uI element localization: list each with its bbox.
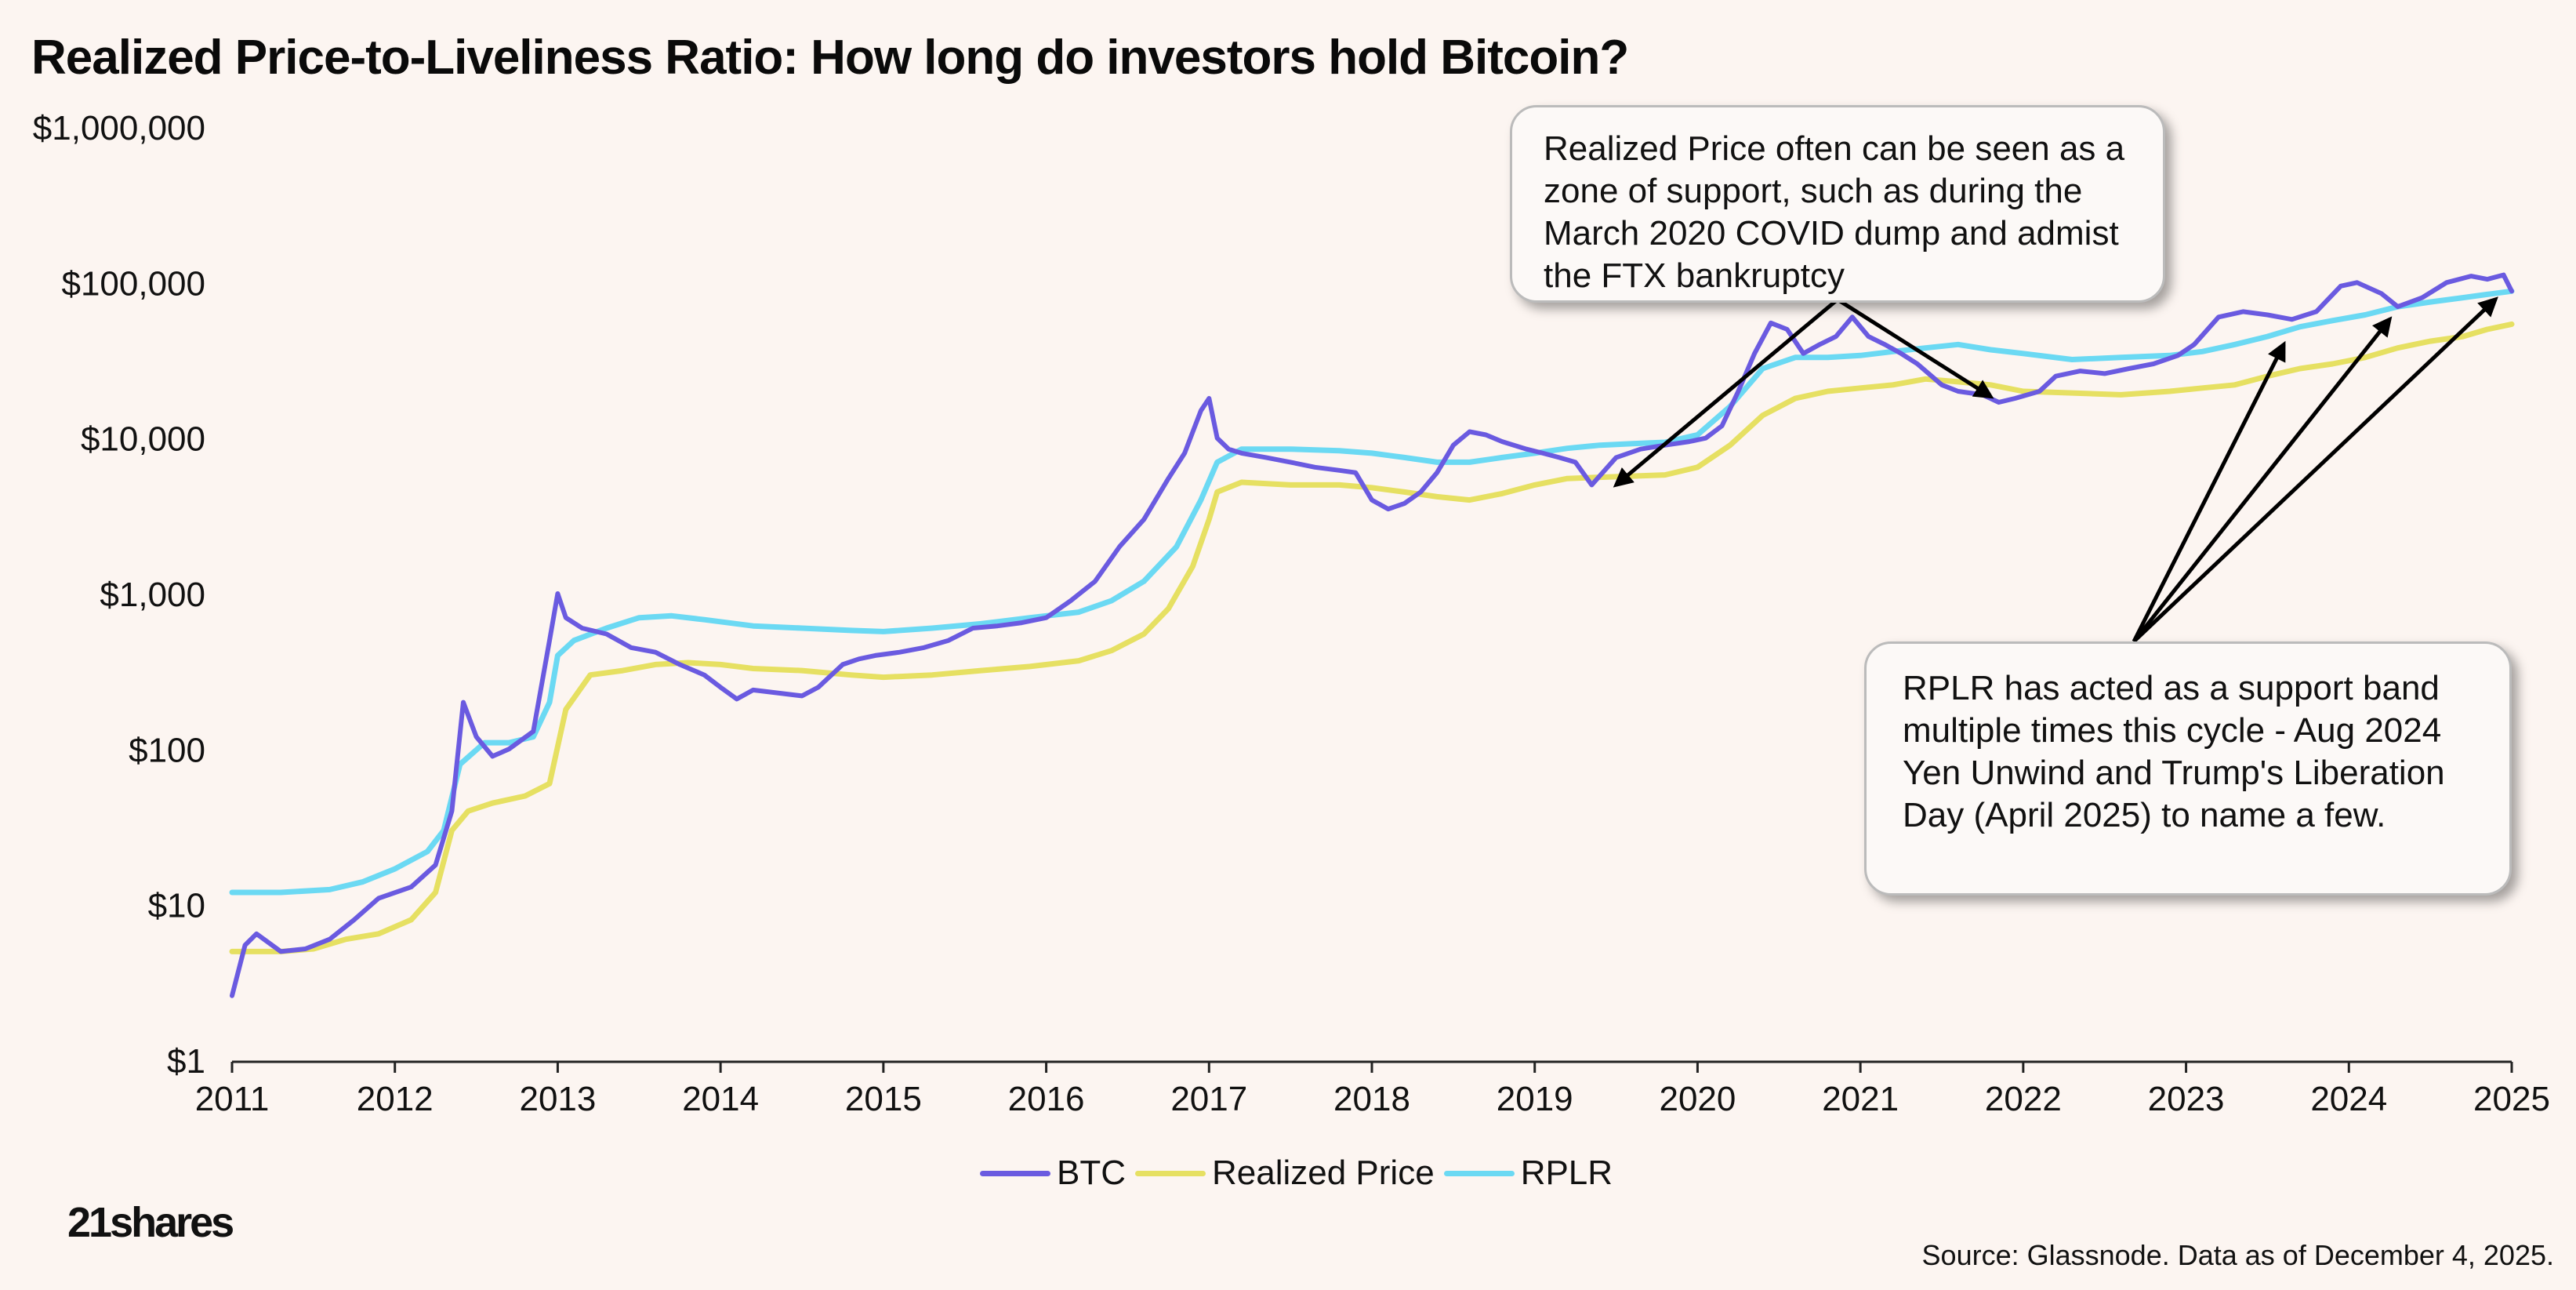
series-layer bbox=[229, 272, 2515, 998]
x-tick-label: 2016 bbox=[1008, 1080, 1085, 1118]
x-tick-label: 2025 bbox=[2473, 1080, 2550, 1118]
x-tick-label: 2022 bbox=[1985, 1080, 2062, 1118]
x-tick-label: 2013 bbox=[519, 1080, 596, 1118]
callout-realized-price-support: Realized Price often can be seen as a zo… bbox=[1510, 105, 2165, 303]
annotation-arrow bbox=[1613, 298, 1839, 488]
x-tick-label: 2023 bbox=[2148, 1080, 2225, 1118]
annotation-arrow bbox=[2132, 296, 2498, 643]
y-tick-label: $100 bbox=[129, 731, 205, 769]
callout-rplr-support: RPLR has acted as a support band multipl… bbox=[1864, 641, 2512, 896]
annotation-arrows bbox=[1613, 296, 2498, 643]
x-tick-label: 2024 bbox=[2310, 1080, 2387, 1118]
source-note: Source: Glassnode. Data as of December 4… bbox=[1921, 1239, 2554, 1271]
annotation-arrow bbox=[2132, 316, 2393, 643]
x-tick-label: 2021 bbox=[1822, 1080, 1899, 1118]
legend-swatch-rplr bbox=[1443, 1170, 1515, 1176]
annotation-arrow bbox=[1836, 297, 1994, 399]
brand-logo: 21shares bbox=[67, 1199, 234, 1246]
x-tick-label: 2017 bbox=[1170, 1080, 1247, 1118]
y-tick-label: $1,000 bbox=[100, 576, 205, 614]
legend-swatch-realized-price bbox=[1135, 1170, 1206, 1176]
x-tick-label: 2015 bbox=[845, 1080, 922, 1118]
x-tick-label: 2020 bbox=[1659, 1080, 1736, 1118]
series-line-realized-price bbox=[229, 321, 2515, 954]
legend-label-realized-price: Realized Price bbox=[1212, 1154, 1435, 1192]
y-tick-label: $100,000 bbox=[61, 264, 205, 303]
legend-label-btc: BTC bbox=[1057, 1154, 1126, 1192]
chart-title: Realized Price-to-Liveliness Ratio: How … bbox=[31, 31, 1629, 85]
y-tick-label: $1,000,000 bbox=[33, 109, 205, 147]
y-tick-label: $10,000 bbox=[81, 420, 205, 459]
y-tick-label: $10 bbox=[148, 887, 205, 925]
annotation-arrow bbox=[2132, 340, 2286, 643]
x-tick-label: 2011 bbox=[195, 1080, 270, 1118]
x-tick-label: 2012 bbox=[357, 1080, 434, 1118]
legend-item-realized-price: Realized Price bbox=[1135, 1154, 1435, 1193]
y-tick-label: $1 bbox=[167, 1042, 205, 1081]
legend-label-rplr: RPLR bbox=[1520, 1154, 1613, 1192]
series-line-rplr bbox=[229, 288, 2515, 896]
legend-item-btc: BTC bbox=[980, 1154, 1126, 1193]
x-tick-label: 2018 bbox=[1333, 1080, 1410, 1118]
x-axis: 2011 2012 2013 2014 2015 2016 2017 2018 2019 2020… bbox=[195, 1060, 2550, 1118]
legend-swatch-btc bbox=[980, 1170, 1050, 1176]
series-line-btc bbox=[230, 272, 2514, 998]
x-tick-label: 2014 bbox=[682, 1080, 759, 1118]
legend-item-rplr: RPLR bbox=[1443, 1154, 1613, 1193]
x-tick-label: 2019 bbox=[1497, 1080, 1573, 1118]
y-axis: $1 $10 $100 $1,000 $10,000 $100,000 $1,000,000 bbox=[33, 109, 205, 1081]
legend: BTC Realized Price RPLR bbox=[980, 1151, 1622, 1195]
